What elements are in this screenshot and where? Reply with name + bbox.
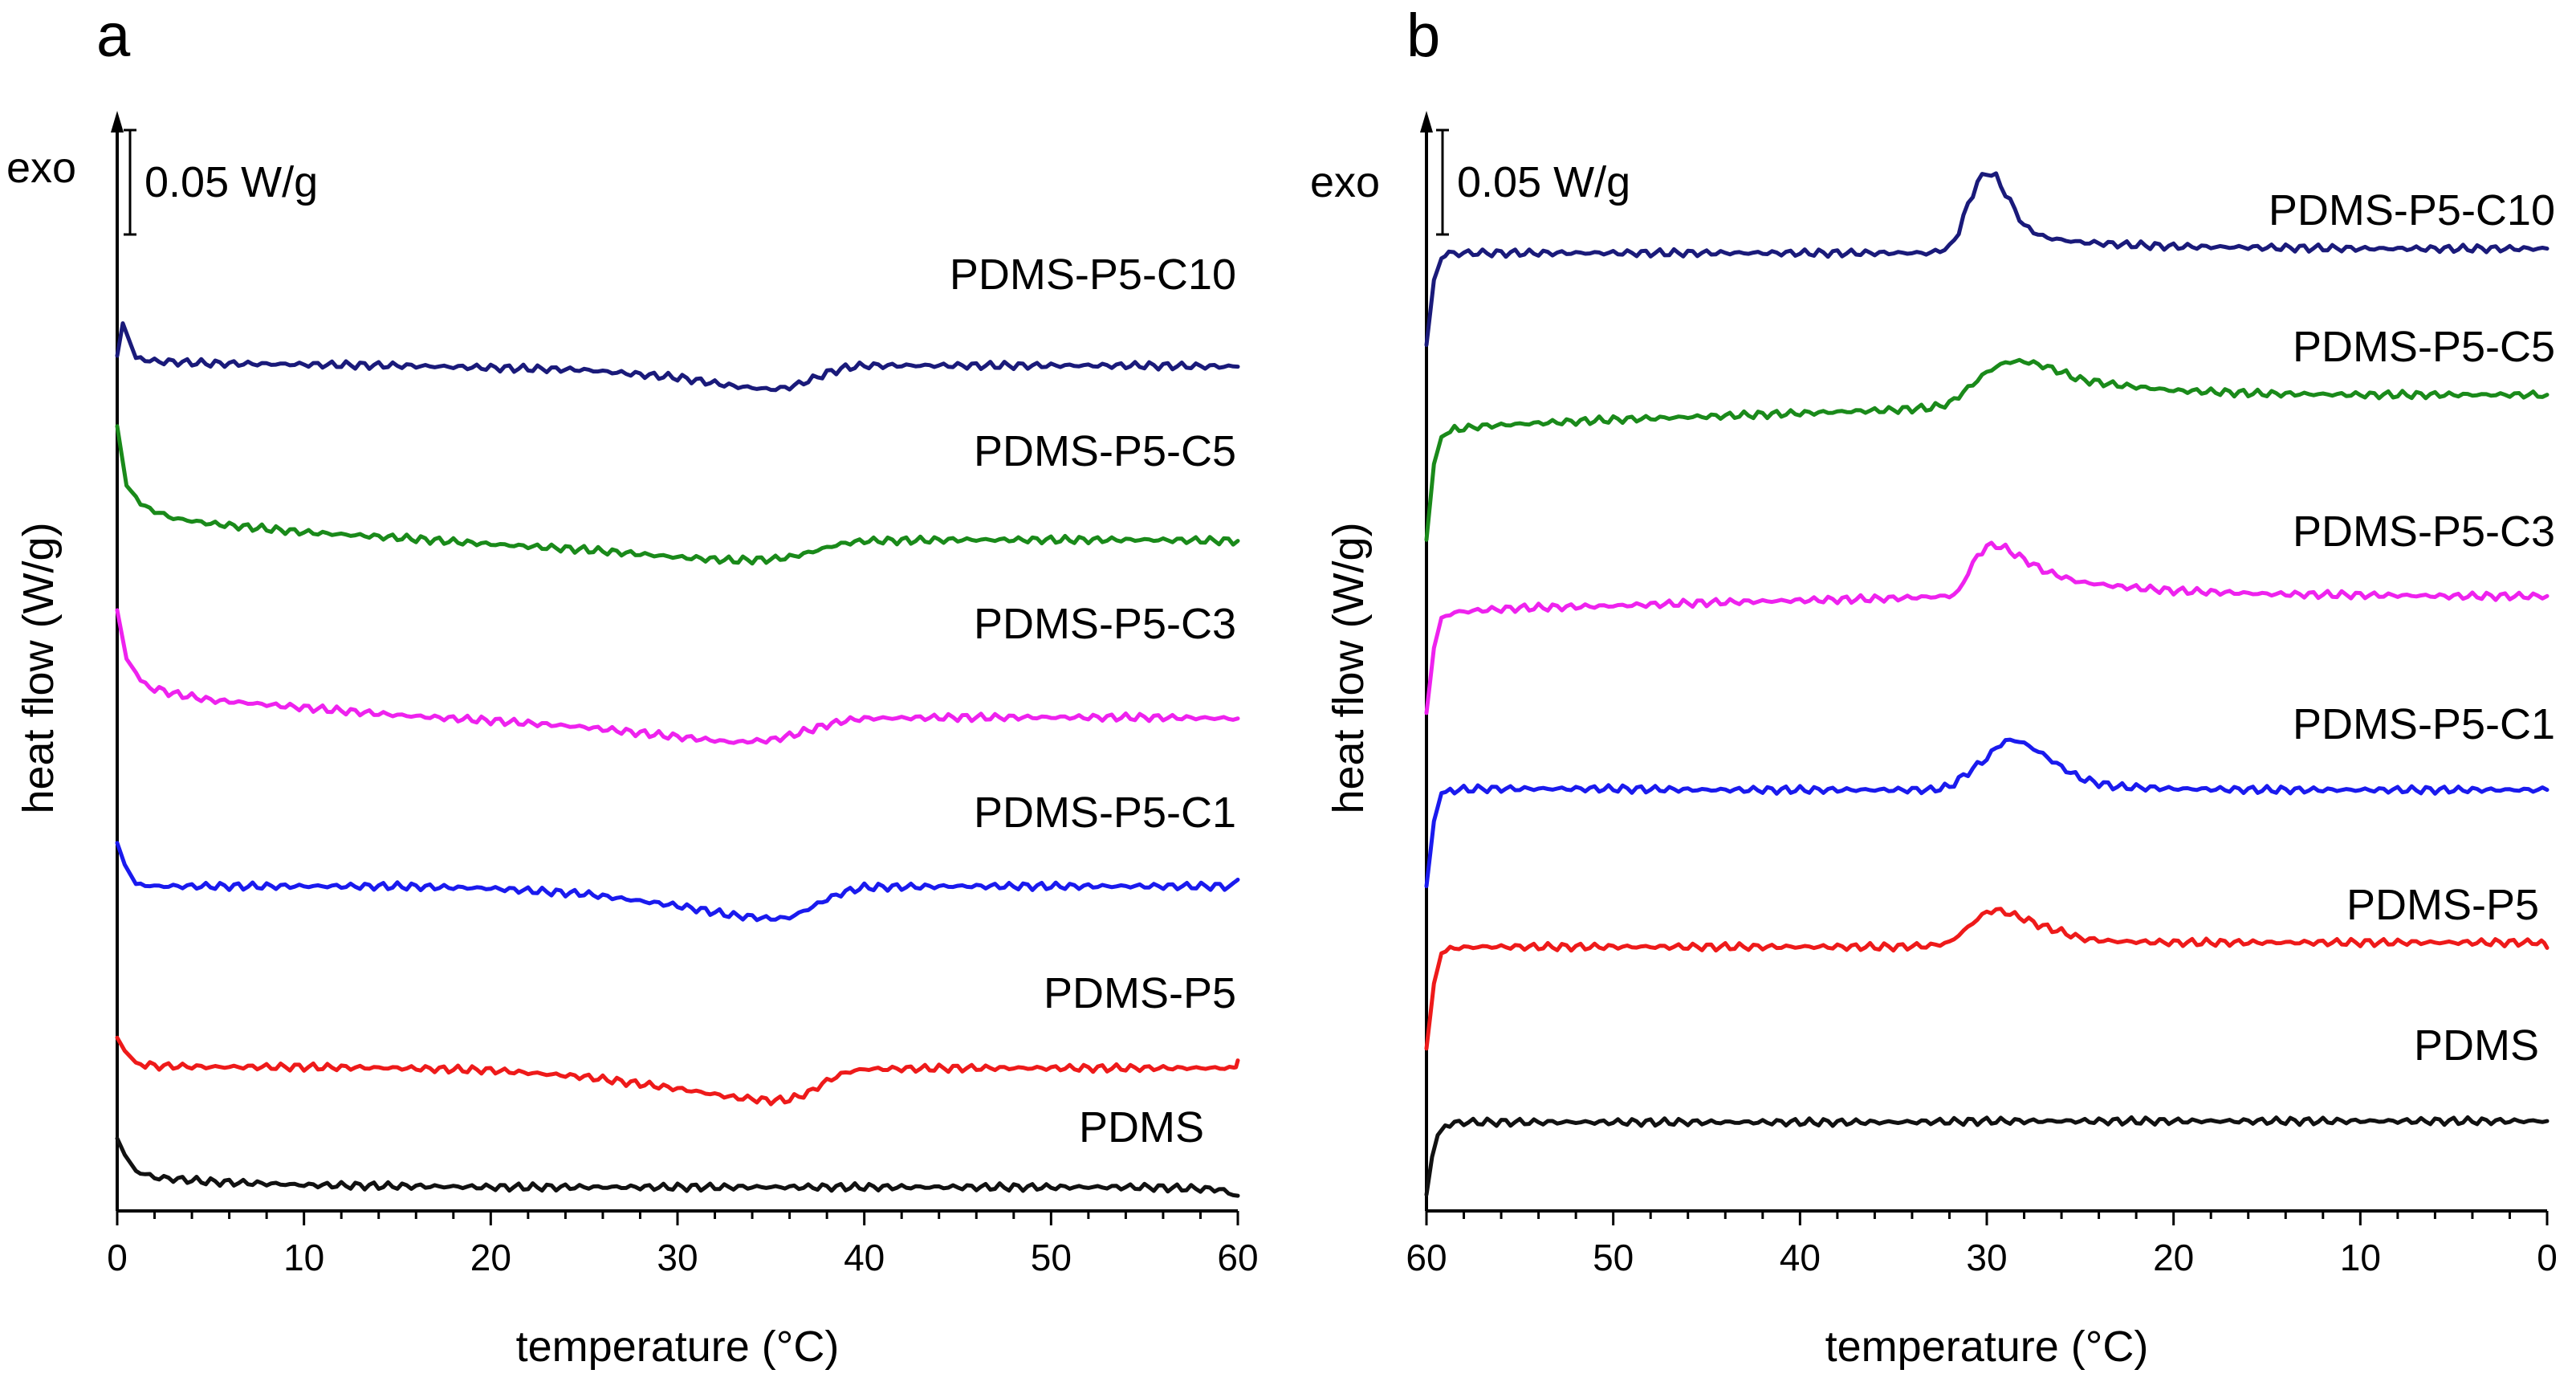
curve-pdms-p5-c10 <box>1424 171 2550 348</box>
curve-pdms-p5 <box>1424 907 2550 1051</box>
panel-a-scale-bar <box>124 128 136 236</box>
x-tick-label: 40 <box>844 1237 885 1278</box>
curve-pdms-p5-c3 <box>1424 540 2550 715</box>
panel-a-exo-arrow-icon <box>111 111 124 132</box>
panel-a-scale-bar-label: 0.05 W/g <box>144 158 318 206</box>
curve-pdms-p5-c5 <box>115 424 1240 566</box>
panel-b-scale-bar-label: 0.05 W/g <box>1457 158 1630 206</box>
panel-b-x-ticks: 60 50 40 30 20 10 0 <box>1406 1211 2558 1278</box>
x-tick-label: 0 <box>107 1237 128 1278</box>
x-tick-label: 20 <box>2153 1237 2194 1278</box>
panel-b: b exo 0.05 W/g 60 50 40 30 20 10 0 PDMS-P5-C10… <box>1310 2 2558 1371</box>
curve-pdms-p5-c5 <box>1424 357 2550 542</box>
x-tick-label: 20 <box>470 1237 511 1278</box>
curve-label-pdms-p5-c5: PDMS-P5-C5 <box>2293 323 2555 371</box>
curve-label-pdms-p5-c3: PDMS-P5-C3 <box>2293 507 2555 556</box>
curve-label-pdms-p5: PDMS-P5 <box>2346 881 2539 929</box>
panel-b-x-axis-title: temperature (°C) <box>1825 1323 2149 1371</box>
curve-label-pdms-p5-c1: PDMS-P5-C1 <box>2293 700 2555 748</box>
x-tick-label: 10 <box>283 1237 324 1278</box>
panel-b-exo-arrow-icon <box>1420 111 1433 132</box>
panel-b-scale-bar <box>1436 128 1449 236</box>
curve-pdms-p5-c1 <box>115 841 1240 923</box>
curve-label-pdms-p5-c3: PDMS-P5-C3 <box>974 600 1236 648</box>
curve-pdms-p5-c10 <box>115 321 1240 393</box>
curve-label-pdms: PDMS <box>1079 1103 1204 1152</box>
panel-b-letter: b <box>1406 2 1440 70</box>
curve-label-pdms-p5-c1: PDMS-P5-C1 <box>974 789 1236 837</box>
curve-label-pdms-p5-c10: PDMS-P5-C10 <box>2269 186 2555 234</box>
panel-a-x-axis-title: temperature (°C) <box>516 1323 840 1371</box>
curve-label-pdms-p5: PDMS-P5 <box>1044 969 1236 1017</box>
curve-pdms <box>1424 1115 2550 1197</box>
curve-label-pdms-p5-c5: PDMS-P5-C5 <box>974 427 1236 475</box>
curve-label-pdms: PDMS <box>2414 1021 2539 1070</box>
x-tick-label: 0 <box>2537 1237 2558 1278</box>
x-tick-label: 30 <box>657 1237 698 1278</box>
curve-pdms-p5-c3 <box>115 608 1240 745</box>
panel-a-x-ticks: 0 10 20 30 40 50 60 <box>107 1211 1259 1278</box>
x-tick-label: 50 <box>1031 1237 1072 1278</box>
x-tick-label: 60 <box>1406 1237 1447 1278</box>
panel-b-curves: PDMS-P5-C10 PDMS-P5-C5 PDMS-P5-C3 PDMS-P5-C… <box>1424 171 2555 1197</box>
x-tick-label: 10 <box>2340 1237 2381 1278</box>
panel-a-exo-label: exo <box>6 144 76 192</box>
panel-a-letter: a <box>96 2 131 70</box>
x-tick-label: 40 <box>1780 1237 1821 1278</box>
panel-a-curves: PDMS-P5-C10 PDMS-P5-C5 PDMS-P5-C3 PDMS-P5-C… <box>115 251 1240 1198</box>
panel-b-y-axis-title: heat flow (W/g) <box>1325 522 1373 813</box>
x-tick-label: 50 <box>1593 1237 1634 1278</box>
panel-a-y-axis-title: heat flow (W/g) <box>14 522 63 813</box>
curve-pdms-p5-c1 <box>1424 737 2550 889</box>
panel-a: a exo 0.05 W/g 0 10 20 30 40 50 60 PDMS-P5-C10… <box>6 2 1259 1371</box>
x-tick-label: 30 <box>1966 1237 2007 1278</box>
panel-b-exo-label: exo <box>1310 158 1380 206</box>
x-tick-label: 60 <box>1217 1237 1258 1278</box>
curve-label-pdms-p5-c10: PDMS-P5-C10 <box>950 251 1236 299</box>
curve-pdms-p5 <box>115 1035 1240 1107</box>
curve-pdms <box>115 1136 1240 1198</box>
